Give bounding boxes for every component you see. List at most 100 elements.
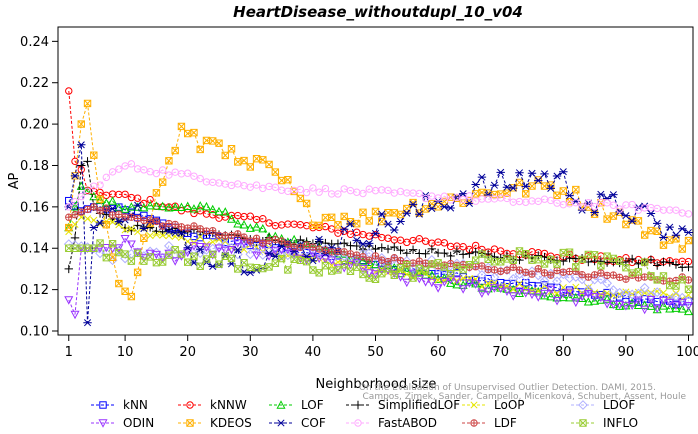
data-point	[403, 238, 411, 247]
data-point	[503, 194, 511, 203]
data-point	[353, 228, 361, 236]
data-point	[458, 250, 468, 259]
data-point	[234, 265, 242, 273]
data-point	[245, 223, 255, 232]
data-point	[677, 304, 687, 313]
y-tick-label: 0.18	[20, 159, 49, 174]
data-point	[371, 230, 380, 239]
data-point	[70, 310, 80, 320]
chart-title: HeartDisease_withoutdupl_10_v04	[233, 3, 523, 21]
data-point	[565, 267, 574, 276]
data-point	[396, 236, 405, 244]
data-point	[234, 230, 242, 238]
data-point	[559, 283, 567, 292]
data-point	[246, 212, 255, 220]
legend-swatch-marker	[186, 401, 194, 409]
data-point	[515, 266, 524, 274]
data-point	[459, 195, 467, 204]
data-point	[340, 212, 348, 221]
data-point	[277, 176, 286, 185]
data-point	[509, 285, 517, 293]
data-point	[133, 221, 142, 230]
data-point	[539, 289, 550, 299]
data-point	[672, 282, 680, 290]
data-point	[83, 187, 92, 196]
x-tick-label: 1	[65, 345, 73, 360]
legend-item-cof: COF	[269, 416, 326, 430]
data-point	[320, 255, 330, 264]
credit-line-2: On the Evaluation of Unsupervised Outlie…	[359, 383, 656, 393]
data-point	[221, 151, 229, 160]
data-point	[547, 271, 555, 279]
data-point	[315, 188, 323, 196]
data-point	[540, 269, 549, 277]
data-point	[177, 250, 186, 258]
data-point	[427, 244, 437, 254]
legend-item-inflo: INFLO	[571, 416, 638, 430]
data-point	[146, 216, 154, 224]
legend-item-knn: kNN	[91, 398, 148, 412]
data-point	[171, 245, 179, 254]
legend-swatch-marker	[186, 419, 194, 427]
series-line	[68, 144, 689, 323]
data-point	[596, 293, 606, 303]
data-point	[352, 259, 362, 268]
data-point	[590, 202, 599, 211]
data-point	[183, 244, 192, 252]
data-point	[145, 223, 155, 232]
data-point	[165, 157, 173, 165]
data-point	[683, 301, 694, 311]
data-point	[452, 279, 462, 289]
data-point	[590, 251, 599, 259]
data-point	[378, 269, 386, 278]
data-point	[390, 271, 398, 279]
data-point	[440, 239, 449, 247]
data-point	[446, 275, 456, 285]
legend-label: KDEOS	[210, 416, 252, 430]
data-point	[352, 241, 361, 251]
data-point	[421, 278, 431, 287]
data-point	[314, 254, 324, 264]
data-point	[196, 145, 204, 154]
data-point	[378, 256, 386, 264]
data-point	[371, 244, 380, 254]
legend-swatch-marker	[276, 419, 286, 427]
data-point	[215, 235, 223, 244]
data-point	[646, 295, 656, 305]
data-point	[327, 256, 337, 265]
data-point	[572, 198, 580, 207]
data-point	[296, 243, 305, 251]
data-point	[108, 211, 117, 219]
data-point	[165, 251, 173, 259]
data-point	[302, 188, 311, 197]
data-point	[471, 280, 481, 289]
data-point	[402, 249, 411, 258]
data-point	[233, 219, 243, 228]
data-point	[176, 202, 186, 211]
data-point	[658, 301, 668, 310]
data-point	[383, 220, 393, 228]
data-point	[603, 199, 611, 207]
data-point	[433, 284, 443, 293]
data-point	[265, 219, 273, 227]
data-point	[671, 291, 681, 302]
data-point	[309, 266, 317, 274]
data-point	[502, 183, 512, 191]
data-point	[226, 214, 237, 223]
data-point	[227, 145, 236, 153]
data-point	[415, 257, 424, 265]
data-point	[390, 242, 399, 252]
data-point	[146, 168, 154, 176]
data-point	[233, 239, 243, 248]
data-point	[121, 190, 129, 198]
data-point	[508, 292, 518, 301]
data-point	[371, 252, 380, 260]
data-point	[302, 199, 311, 208]
data-point	[621, 302, 631, 311]
data-point	[95, 195, 105, 204]
data-point	[359, 189, 367, 198]
data-point	[439, 278, 449, 287]
data-point	[389, 262, 399, 272]
data-point	[133, 194, 142, 202]
data-point	[622, 275, 630, 283]
